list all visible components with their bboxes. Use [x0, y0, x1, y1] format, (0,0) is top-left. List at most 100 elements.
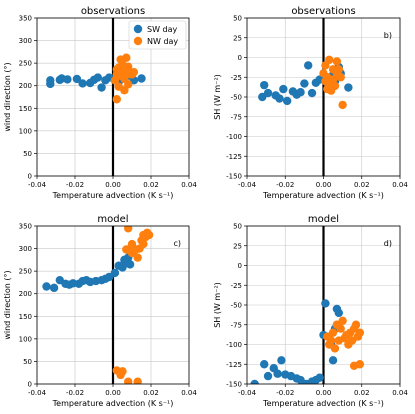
sw-day-point	[72, 74, 82, 84]
y-axis-label: SH (W m⁻²)	[213, 282, 222, 328]
x-tick-label: 0.00	[105, 181, 121, 189]
y-axis-label: SH (W m⁻²)	[213, 74, 222, 120]
nw-day-point	[351, 320, 361, 329]
sw-day-point	[78, 79, 87, 88]
x-tick-label: -0.04	[28, 181, 47, 189]
y-tick-label: 50	[23, 358, 32, 366]
sw-legend-marker	[133, 24, 143, 34]
panel-4: -0.04 -0.02 0.00 0.02 0.04 -150 -125 -100 -75 -50…	[213, 214, 408, 408]
x-tick-label: 0.02	[143, 389, 159, 397]
sw-day-point	[296, 88, 305, 97]
sw-day-point	[49, 283, 59, 293]
nw-day-point	[326, 336, 336, 345]
y-tick-label: 100	[19, 127, 32, 135]
y-tick-label: 50	[233, 15, 242, 23]
x-tick-label: -0.04	[238, 389, 257, 397]
sw-day-point	[273, 369, 282, 378]
y-tick-label: -25	[231, 74, 242, 82]
panel-2: -0.04 -0.02 0.00 0.02 0.04 -150 -125 -100 -75 -50…	[213, 6, 408, 200]
y-tick-label: 50	[233, 223, 242, 231]
sw-day-point	[321, 299, 330, 308]
legend-label: SW day	[147, 25, 178, 34]
sw-day-point	[46, 76, 55, 85]
y-tick-label: -100	[226, 133, 242, 141]
nw-day-point	[129, 67, 139, 77]
x-tick-label: -0.02	[66, 181, 84, 189]
sw-day-point	[300, 79, 309, 88]
y-tick-label: -75	[231, 113, 242, 121]
sw-day-point	[63, 75, 72, 84]
x-tick-label: 0.00	[316, 181, 332, 189]
x-axis-label: Temperature advection (K s⁻¹)	[262, 399, 384, 408]
y-tick-label: 300	[19, 245, 32, 253]
nw-day-point	[124, 377, 133, 384]
x-tick-label: -0.04	[28, 389, 47, 397]
sw-day-point	[42, 282, 51, 291]
points-layer	[42, 226, 154, 384]
y-tick-label: -100	[226, 341, 242, 349]
nw-day-point	[133, 377, 142, 384]
sw-day-point	[307, 88, 317, 98]
nw-day-point	[144, 230, 154, 240]
y-tick-label: 25	[233, 34, 242, 42]
nw-day-point	[118, 367, 127, 376]
points-layer	[46, 53, 146, 104]
nw-day-point	[355, 360, 365, 369]
panel-title: observations	[291, 6, 355, 17]
sw-day-point	[277, 356, 286, 365]
sw-day-point	[260, 360, 269, 369]
legend-label: NW day	[147, 37, 178, 46]
nw-day-point	[330, 344, 340, 353]
nw-day-point	[133, 253, 142, 262]
panel-1: -0.04 -0.02 0.00 0.02 0.04 0 50 100 150 200 250 300…	[3, 6, 197, 200]
sw-day-point	[282, 96, 292, 106]
sw-day-point	[125, 260, 135, 269]
x-axis-label: Temperature advection (K s⁻¹)	[52, 399, 174, 408]
sw-day-point	[250, 379, 259, 384]
y-tick-label: 300	[19, 37, 32, 45]
nw-day-point	[332, 57, 342, 66]
nw-day-point	[124, 62, 133, 71]
x-axis-label: Temperature advection (K s⁻¹)	[52, 191, 174, 200]
nw-day-point	[336, 324, 345, 333]
panel-title: model	[308, 214, 339, 225]
y-tick-label: 250	[19, 60, 32, 68]
panel-label: d)	[384, 239, 392, 248]
x-tick-label: 0.04	[181, 389, 197, 397]
sw-day-point	[328, 356, 338, 365]
y-tick-label: 0	[28, 173, 32, 181]
sw-day-point	[110, 268, 120, 278]
sw-day-point	[263, 88, 273, 98]
nw-day-point	[120, 86, 129, 95]
x-tick-label: -0.04	[238, 181, 257, 189]
sw-day-point	[260, 80, 269, 90]
x-axis-label: Temperature advection (K s⁻¹)	[262, 191, 384, 200]
sw-day-point	[97, 83, 106, 92]
nw-day-point	[328, 75, 338, 84]
y-tick-label: 200	[19, 290, 32, 298]
y-tick-label: -75	[231, 321, 242, 329]
y-tick-label: 25	[233, 242, 242, 250]
sw-day-point	[137, 74, 146, 83]
nw-day-point	[122, 53, 131, 62]
panel-title: observations	[81, 6, 145, 17]
x-tick-label: -0.02	[276, 181, 294, 189]
x-tick-label: 0.00	[105, 389, 121, 397]
x-tick-label: -0.02	[276, 389, 294, 397]
y-axis-label: wind direction (°)	[3, 62, 12, 131]
y-tick-label: -150	[226, 173, 242, 181]
panel-label: c)	[173, 239, 181, 248]
nw-legend-marker	[133, 36, 143, 46]
y-tick-label: 150	[19, 313, 32, 321]
y-tick-label: -50	[231, 302, 242, 310]
nw-day-point	[338, 100, 347, 110]
sw-day-point	[279, 84, 288, 94]
x-tick-label: 0.02	[143, 181, 159, 189]
sw-day-point	[304, 61, 313, 70]
sw-day-point	[315, 373, 324, 382]
sw-day-point	[275, 94, 284, 103]
sw-day-point	[93, 73, 103, 82]
y-tick-label: -150	[226, 381, 242, 389]
nw-day-point	[330, 81, 340, 91]
